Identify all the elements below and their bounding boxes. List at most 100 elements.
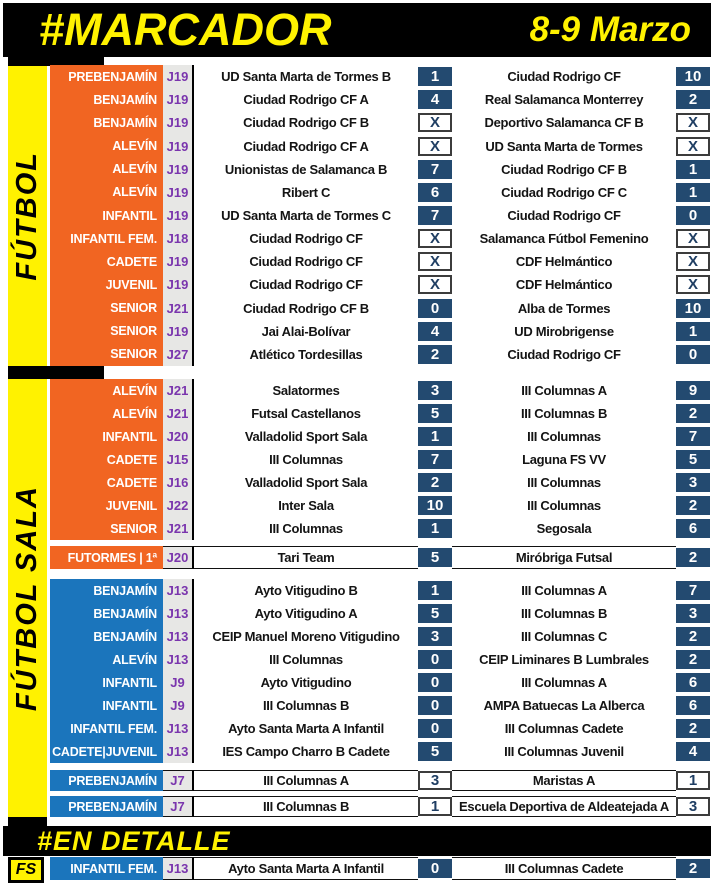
home-team: Futsal Castellanos — [251, 406, 361, 421]
away-team: UD Mirobrigense — [514, 323, 614, 339]
home-team: UD Santa Marta de Tormes B — [221, 69, 391, 85]
away-score: 0 — [676, 344, 710, 364]
home-score: 0 — [418, 650, 452, 669]
away-score: 2 — [676, 859, 710, 878]
away-team: Ciudad Rodrigo CF C — [501, 184, 627, 200]
away-team: III Columnas A — [521, 583, 607, 598]
away-score: 2 — [676, 404, 710, 423]
away-score: 9 — [676, 381, 710, 400]
category-cell: INFANTIL — [50, 671, 163, 694]
away-score: 3 — [676, 604, 710, 623]
away-score: 1 — [676, 182, 710, 202]
jornada-cell: J13 — [163, 602, 194, 625]
away-team: III Columnas Cadete — [452, 857, 676, 880]
detail-header-bar: #EN DETALLE — [3, 826, 711, 856]
away-score: 4 — [676, 742, 710, 761]
away-team: Escuela Deportiva de Aldeatejada A — [452, 796, 676, 817]
away-team: III Columnas A — [521, 383, 607, 398]
away-team: Ciudad Rodrigo CF — [507, 69, 621, 85]
futormes-results-table: FUTORMES | 1ª J20 Tari Team 5 Miróbriga Futs… — [50, 546, 712, 569]
away-score: 7 — [676, 581, 710, 600]
away-score: 1 — [676, 159, 710, 179]
category-cell: INFANTIL — [50, 425, 163, 448]
home-score: 0 — [418, 673, 452, 692]
home-team: III Columnas — [269, 652, 343, 667]
jornada-cell: J16 — [163, 471, 194, 494]
home-team: Valladolid Sport Sala — [244, 429, 368, 444]
away-score: 1 — [676, 771, 710, 790]
home-score: X — [418, 136, 452, 156]
home-team: Unionistas de Salamanca B — [224, 161, 388, 177]
match-row: INFANTIL J9 III Columnas B 0 AMPA Batuecas L… — [50, 694, 712, 717]
category-cell: BENJAMÍN — [50, 88, 163, 112]
home-team: III Columnas B — [262, 698, 350, 713]
jornada-cell: J19 — [163, 88, 194, 112]
jornada-cell: J21 — [163, 517, 194, 540]
futbol-results-table: PREBENJAMÍN J19 UD Santa Marta de Tormes B… — [50, 65, 712, 367]
home-score: 3 — [418, 627, 452, 646]
away-score: 2 — [676, 496, 710, 515]
match-row: BENJAMÍN J19 Ciudad Rodrigo CF A 4 Real Sala… — [50, 88, 712, 112]
jornada-cell: J9 — [163, 694, 194, 717]
category-cell: JUVENIL — [50, 273, 163, 297]
match-row: BENJAMÍN J13 CEIP Manuel Moreno Vitigudino… — [50, 625, 712, 648]
category-cell: INFANTIL FEM. — [50, 717, 163, 740]
home-team: UD Santa Marta de Tormes C — [221, 208, 391, 224]
away-score: 2 — [676, 548, 710, 567]
away-score: 2 — [676, 90, 710, 110]
match-row: BENJAMÍN J19 Ciudad Rodrigo CF B X Deportivo… — [50, 111, 712, 135]
category-cell: INFANTIL — [50, 203, 163, 228]
jornada-cell: J13 — [163, 717, 194, 740]
away-score: 6 — [676, 696, 710, 715]
jornada-cell: J19 — [163, 250, 194, 274]
category-cell: PREBENJAMÍN — [50, 796, 163, 817]
category-cell: SENIOR — [50, 319, 163, 343]
home-team: Ciudad Rodrigo CF A — [243, 138, 369, 154]
jornada-cell: J22 — [163, 494, 194, 517]
jornada-cell: J20 — [163, 425, 194, 448]
home-score: 5 — [418, 742, 452, 761]
jornada-cell: J19 — [163, 180, 194, 204]
away-score: 1 — [676, 321, 710, 341]
jornada-cell: J21 — [163, 296, 194, 320]
detail-results-table: INFANTIL FEM. J13 Ayto Santa Marta A Infan… — [50, 857, 712, 880]
jornada-cell: J7 — [163, 796, 194, 817]
page-title: #MARCADOR — [39, 4, 332, 55]
match-row: JUVENIL J22 Inter Sala 10 III Columnas 2 — [50, 494, 712, 517]
match-row: INFANTIL FEM. J13 Ayto Santa Marta A Infan… — [50, 717, 712, 740]
home-score: 7 — [418, 159, 452, 179]
away-score: X — [676, 229, 710, 249]
home-team: Salatormes — [272, 383, 340, 398]
home-team: Atlético Tordesillas — [249, 346, 363, 362]
category-cell: JUVENIL — [50, 494, 163, 517]
home-score: 7 — [418, 450, 452, 469]
futsal-school-results-table: BENJAMÍN J13 Ayto Vitigudino B 1 III Columna… — [50, 579, 712, 763]
futsal-section-label: FÚTBOL SALA — [11, 484, 43, 712]
away-team: Alba de Tormes — [517, 300, 611, 316]
away-team: Laguna FS VV — [522, 452, 606, 467]
away-score: 6 — [676, 519, 710, 538]
home-team: Ayto Santa Marta A Infantil — [228, 721, 384, 736]
jornada-cell: J13 — [163, 648, 194, 671]
away-team: CDF Helmántico — [515, 277, 613, 293]
category-cell: SENIOR — [50, 517, 163, 540]
match-row: CADETE J15 III Columnas 7 Laguna FS VV 5 — [50, 448, 712, 471]
home-score: 2 — [418, 344, 452, 364]
away-score: 2 — [676, 650, 710, 669]
category-cell: BENJAMÍN — [50, 579, 163, 602]
home-team: Ayto Vitigudino A — [254, 606, 358, 621]
section-divider — [8, 817, 47, 828]
category-cell: INFANTIL FEM. — [50, 227, 163, 251]
category-cell: SENIOR — [50, 296, 163, 320]
away-score: 10 — [676, 298, 710, 318]
away-team: III Columnas B — [520, 606, 608, 621]
match-row: INFANTIL FEM. J18 Ciudad Rodrigo CF X Salama… — [50, 227, 712, 251]
home-score: 4 — [418, 90, 452, 110]
away-score: X — [676, 275, 710, 295]
away-score: 10 — [676, 67, 710, 87]
home-team: Ayto Vitigudino B — [254, 583, 358, 598]
home-team: Jai Alai-Bolívar — [261, 323, 351, 339]
home-score: 4 — [418, 321, 452, 341]
away-score: X — [676, 252, 710, 272]
